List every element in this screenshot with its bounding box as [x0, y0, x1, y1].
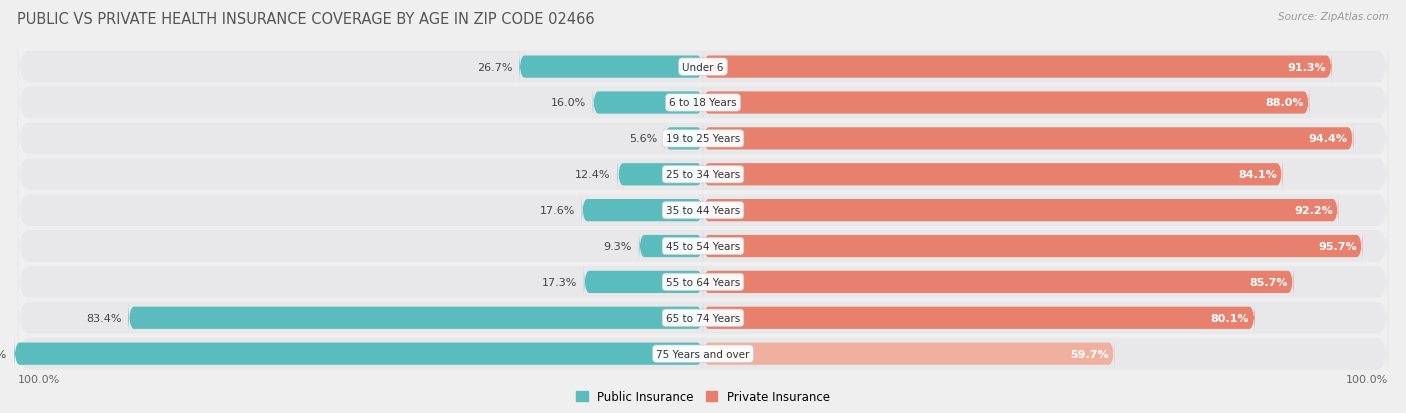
- Text: 9.3%: 9.3%: [603, 242, 633, 252]
- FancyBboxPatch shape: [17, 209, 1389, 285]
- Text: 94.4%: 94.4%: [1309, 134, 1348, 144]
- FancyBboxPatch shape: [703, 193, 1339, 228]
- Text: 100.0%: 100.0%: [0, 349, 7, 359]
- FancyBboxPatch shape: [617, 157, 703, 192]
- Legend: Public Insurance, Private Insurance: Public Insurance, Private Insurance: [571, 385, 835, 408]
- FancyBboxPatch shape: [519, 50, 703, 85]
- FancyBboxPatch shape: [582, 193, 703, 228]
- FancyBboxPatch shape: [703, 265, 1294, 300]
- FancyBboxPatch shape: [593, 86, 703, 121]
- FancyBboxPatch shape: [703, 229, 1362, 264]
- FancyBboxPatch shape: [17, 65, 1389, 141]
- Text: 25 to 34 Years: 25 to 34 Years: [666, 170, 740, 180]
- FancyBboxPatch shape: [638, 229, 703, 264]
- Text: 17.3%: 17.3%: [541, 277, 576, 287]
- Text: 100.0%: 100.0%: [1347, 375, 1389, 385]
- Text: 55 to 64 Years: 55 to 64 Years: [666, 277, 740, 287]
- Text: Source: ZipAtlas.com: Source: ZipAtlas.com: [1278, 12, 1389, 22]
- Text: 100.0%: 100.0%: [17, 375, 59, 385]
- Text: 80.1%: 80.1%: [1211, 313, 1250, 323]
- Text: 95.7%: 95.7%: [1319, 242, 1357, 252]
- Text: 26.7%: 26.7%: [477, 62, 512, 72]
- FancyBboxPatch shape: [703, 301, 1254, 335]
- FancyBboxPatch shape: [128, 301, 703, 335]
- FancyBboxPatch shape: [665, 121, 703, 157]
- Text: 16.0%: 16.0%: [551, 98, 586, 108]
- Text: 85.7%: 85.7%: [1250, 277, 1288, 287]
- FancyBboxPatch shape: [17, 244, 1389, 320]
- FancyBboxPatch shape: [17, 137, 1389, 213]
- FancyBboxPatch shape: [703, 86, 1309, 121]
- Text: Under 6: Under 6: [682, 62, 724, 72]
- Text: 5.6%: 5.6%: [630, 134, 658, 144]
- Text: 65 to 74 Years: 65 to 74 Years: [666, 313, 740, 323]
- Text: 17.6%: 17.6%: [540, 206, 575, 216]
- Text: 91.3%: 91.3%: [1288, 62, 1326, 72]
- FancyBboxPatch shape: [703, 336, 1115, 371]
- FancyBboxPatch shape: [17, 29, 1389, 105]
- FancyBboxPatch shape: [703, 157, 1282, 192]
- Text: 35 to 44 Years: 35 to 44 Years: [666, 206, 740, 216]
- Text: 12.4%: 12.4%: [575, 170, 610, 180]
- Text: 88.0%: 88.0%: [1265, 98, 1303, 108]
- FancyBboxPatch shape: [14, 336, 703, 371]
- FancyBboxPatch shape: [583, 265, 703, 300]
- Text: 75 Years and over: 75 Years and over: [657, 349, 749, 359]
- Text: 59.7%: 59.7%: [1070, 349, 1109, 359]
- Text: 84.1%: 84.1%: [1239, 170, 1277, 180]
- Text: 6 to 18 Years: 6 to 18 Years: [669, 98, 737, 108]
- FancyBboxPatch shape: [703, 121, 1354, 157]
- FancyBboxPatch shape: [17, 173, 1389, 249]
- FancyBboxPatch shape: [17, 101, 1389, 177]
- Text: 19 to 25 Years: 19 to 25 Years: [666, 134, 740, 144]
- Text: 92.2%: 92.2%: [1294, 206, 1333, 216]
- Text: PUBLIC VS PRIVATE HEALTH INSURANCE COVERAGE BY AGE IN ZIP CODE 02466: PUBLIC VS PRIVATE HEALTH INSURANCE COVER…: [17, 12, 595, 27]
- Text: 45 to 54 Years: 45 to 54 Years: [666, 242, 740, 252]
- FancyBboxPatch shape: [703, 50, 1331, 85]
- FancyBboxPatch shape: [17, 316, 1389, 392]
- Text: 83.4%: 83.4%: [86, 313, 121, 323]
- FancyBboxPatch shape: [17, 280, 1389, 356]
